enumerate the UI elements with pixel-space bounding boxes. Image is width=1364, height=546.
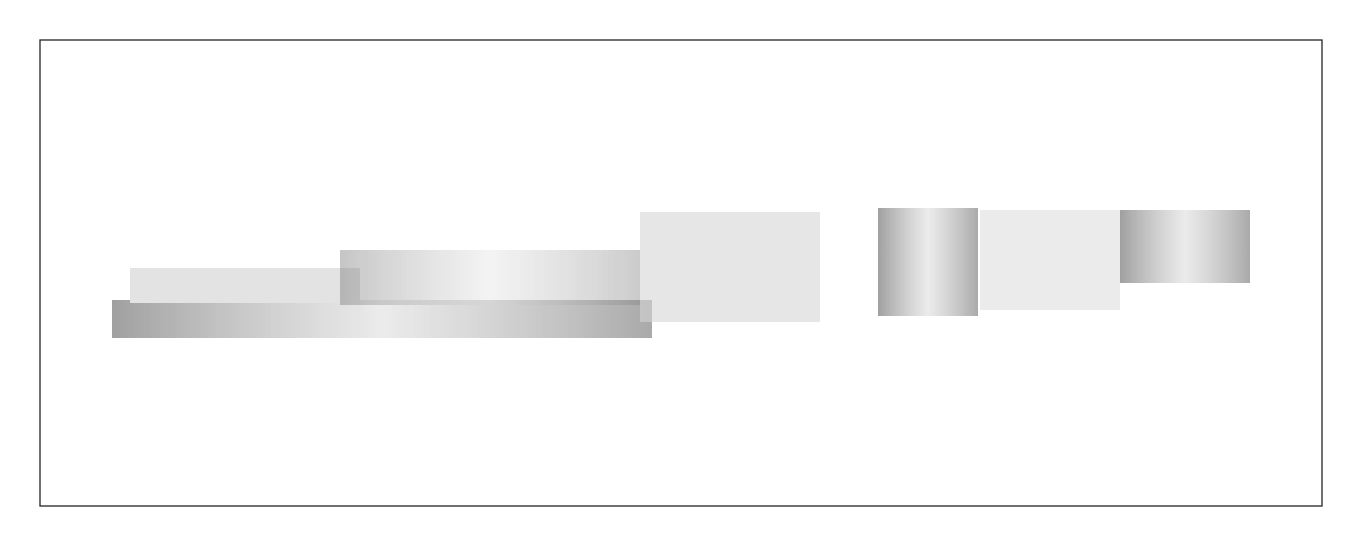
survey-coverage (112, 208, 1250, 338)
